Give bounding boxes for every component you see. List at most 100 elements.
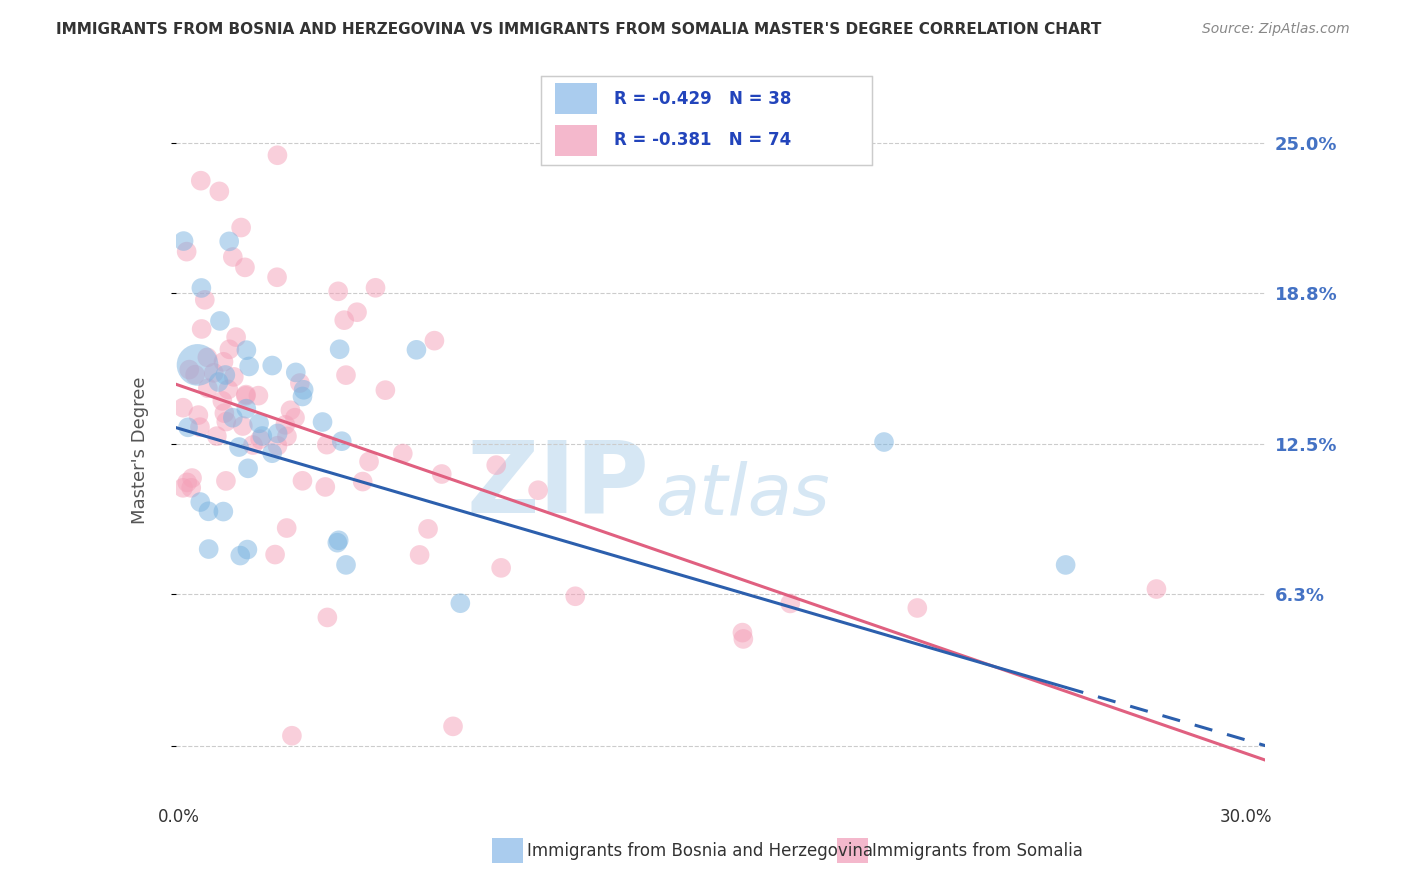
Point: [190, 281, 212, 295]
Text: IMMIGRANTS FROM BOSNIA AND HERZEGOVINA VS IMMIGRANTS FROM SOMALIA MASTER'S DEGRE: IMMIGRANTS FROM BOSNIA AND HERZEGOVINA V…: [56, 22, 1102, 37]
Point: [214, 368, 236, 382]
Point: [405, 343, 427, 357]
Point: [266, 439, 288, 453]
Y-axis label: Master's Degree: Master's Degree: [131, 376, 149, 524]
Point: [328, 533, 350, 548]
Point: [288, 376, 311, 390]
Text: atlas: atlas: [655, 460, 830, 530]
Point: [172, 481, 194, 495]
Point: [235, 387, 257, 401]
Point: [264, 548, 287, 562]
Point: [249, 432, 271, 446]
Point: [292, 383, 315, 397]
Point: [276, 521, 298, 535]
Point: [225, 330, 247, 344]
Text: Source: ZipAtlas.com: Source: ZipAtlas.com: [1202, 22, 1350, 37]
Point: [242, 438, 264, 452]
Point: [291, 474, 314, 488]
Point: [235, 343, 257, 358]
Point: [527, 483, 550, 498]
Point: [173, 234, 195, 248]
Point: [212, 355, 235, 369]
Point: [212, 505, 235, 519]
Point: [184, 368, 207, 382]
Point: [205, 429, 228, 443]
Point: [176, 244, 198, 259]
Point: [190, 174, 212, 188]
Point: [328, 285, 350, 299]
Point: [231, 220, 253, 235]
Point: [441, 719, 464, 733]
Point: [335, 368, 357, 383]
Point: [284, 365, 307, 379]
Point: [197, 504, 219, 518]
Bar: [554, 125, 598, 156]
Point: [247, 389, 270, 403]
Point: [352, 475, 374, 489]
Point: [291, 389, 314, 403]
Text: ZIP: ZIP: [467, 436, 650, 533]
Point: [329, 343, 352, 357]
Point: [233, 260, 256, 275]
Point: [266, 148, 288, 162]
Text: 30.0%: 30.0%: [1220, 808, 1272, 826]
Point: [346, 305, 368, 319]
Point: [211, 393, 233, 408]
Point: [262, 359, 284, 373]
Point: [188, 495, 211, 509]
Point: [873, 435, 896, 450]
Point: [190, 322, 212, 336]
Point: [1146, 582, 1168, 596]
Point: [280, 403, 302, 417]
Point: [262, 446, 284, 460]
Point: [176, 475, 198, 490]
Point: [416, 522, 439, 536]
Point: [315, 437, 337, 451]
Point: [449, 596, 471, 610]
Point: [187, 408, 209, 422]
Point: [235, 389, 257, 403]
Point: [218, 235, 240, 249]
Point: [252, 429, 274, 443]
Point: [281, 729, 304, 743]
Point: [214, 406, 236, 420]
Point: [195, 351, 218, 365]
Point: [222, 370, 245, 384]
Point: [172, 401, 194, 415]
Point: [177, 420, 200, 434]
Bar: [554, 83, 598, 114]
Point: [364, 281, 387, 295]
Point: [180, 481, 202, 495]
Point: [215, 415, 238, 429]
Text: Immigrants from Somalia: Immigrants from Somalia: [872, 842, 1083, 860]
Point: [188, 420, 211, 434]
Point: [335, 558, 357, 572]
Point: [316, 610, 339, 624]
Point: [430, 467, 453, 481]
Point: [276, 429, 298, 443]
Point: [391, 446, 413, 460]
Text: R = -0.381   N = 74: R = -0.381 N = 74: [614, 131, 792, 150]
Point: [314, 480, 336, 494]
Point: [274, 417, 297, 432]
Point: [779, 597, 801, 611]
Point: [247, 417, 270, 431]
Point: [229, 549, 252, 563]
Point: [733, 632, 755, 646]
Point: [197, 381, 219, 395]
Point: [408, 548, 430, 562]
Text: 0.0%: 0.0%: [157, 808, 200, 826]
Point: [326, 535, 349, 549]
Point: [236, 461, 259, 475]
Point: [238, 359, 260, 374]
Point: [208, 314, 231, 328]
Point: [333, 313, 356, 327]
Point: [731, 625, 754, 640]
Point: [489, 561, 512, 575]
Point: [311, 415, 333, 429]
Point: [197, 542, 219, 557]
Text: R = -0.429   N = 38: R = -0.429 N = 38: [614, 89, 792, 108]
Point: [179, 362, 201, 376]
Point: [186, 358, 209, 372]
Point: [207, 375, 229, 389]
